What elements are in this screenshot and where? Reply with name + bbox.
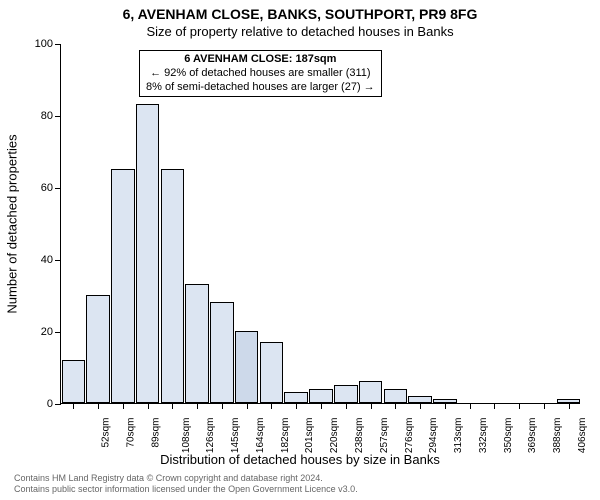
callout-line-smaller: ← 92% of detached houses are smaller (31… [150, 67, 371, 79]
x-tick [123, 403, 124, 409]
y-tick [55, 260, 61, 261]
callout-title: 6 AVENHAM CLOSE: 187sqm [184, 53, 336, 65]
bar [284, 392, 308, 403]
x-tick [148, 403, 149, 409]
x-tick-label: 182sqm [280, 418, 291, 454]
x-tick [172, 403, 173, 409]
bar [62, 360, 86, 403]
x-tick-label: 220sqm [329, 418, 340, 454]
x-tick-label: 108sqm [181, 418, 192, 454]
x-tick [519, 403, 520, 409]
bar [384, 389, 408, 403]
x-tick [271, 403, 272, 409]
y-tick-label: 40 [25, 254, 53, 266]
bar [309, 389, 333, 403]
y-tick-label: 80 [25, 110, 53, 122]
bar [235, 331, 259, 403]
x-tick-label: 369sqm [527, 418, 538, 454]
y-tick-label: 60 [25, 182, 53, 194]
footer-line2: Contains public sector information licen… [14, 484, 358, 494]
y-axis-label: Number of detached properties [5, 134, 20, 313]
x-tick [420, 403, 421, 409]
x-tick [296, 403, 297, 409]
y-tick [55, 332, 61, 333]
bar [210, 302, 234, 403]
x-tick-label: 294sqm [428, 418, 439, 454]
x-tick [544, 403, 545, 409]
y-tick [55, 116, 61, 117]
x-tick-label: 257sqm [379, 418, 390, 454]
bar [260, 342, 284, 403]
x-tick-label: 145sqm [230, 418, 241, 454]
x-tick-label: 276sqm [404, 418, 415, 454]
x-tick [470, 403, 471, 409]
x-tick-label: 52sqm [101, 418, 112, 448]
x-tick-label: 313sqm [453, 418, 464, 454]
chart-plot-area: 6 AVENHAM CLOSE: 187sqm ← 92% of detache… [60, 44, 580, 404]
bar [408, 396, 432, 403]
x-tick-label: 238sqm [354, 418, 365, 454]
bar [86, 295, 110, 403]
x-tick [569, 403, 570, 409]
y-tick-label: 20 [25, 326, 53, 338]
bar [334, 385, 358, 403]
y-tick-label: 100 [25, 38, 53, 50]
x-tick-label: 164sqm [255, 418, 266, 454]
x-tick [73, 403, 74, 409]
x-tick [494, 403, 495, 409]
y-tick [55, 44, 61, 45]
bar [136, 104, 160, 403]
chart-subtitle: Size of property relative to detached ho… [0, 24, 600, 39]
x-tick [445, 403, 446, 409]
x-tick-label: 332sqm [478, 418, 489, 454]
x-tick [247, 403, 248, 409]
bar [161, 169, 185, 403]
y-tick-label: 0 [25, 398, 53, 410]
bar [111, 169, 135, 403]
x-tick-label: 201sqm [305, 418, 316, 454]
x-tick [346, 403, 347, 409]
footer-line1: Contains HM Land Registry data © Crown c… [14, 473, 323, 483]
x-tick-label: 388sqm [552, 418, 563, 454]
callout-line-larger: 8% of semi-detached houses are larger (2… [146, 81, 375, 93]
x-tick [98, 403, 99, 409]
x-tick [222, 403, 223, 409]
x-tick-label: 406sqm [577, 418, 588, 454]
x-tick [395, 403, 396, 409]
x-tick-label: 126sqm [206, 418, 217, 454]
x-tick [371, 403, 372, 409]
x-tick [321, 403, 322, 409]
x-axis-label: Distribution of detached houses by size … [0, 452, 600, 467]
x-tick-label: 350sqm [503, 418, 514, 454]
footer-attribution: Contains HM Land Registry data © Crown c… [14, 473, 358, 495]
y-tick [55, 404, 61, 405]
callout-box: 6 AVENHAM CLOSE: 187sqm ← 92% of detache… [139, 50, 382, 97]
x-tick-label: 89sqm [150, 418, 161, 448]
bar [359, 381, 383, 403]
x-tick-label: 70sqm [126, 418, 137, 448]
x-tick [197, 403, 198, 409]
chart-title: 6, AVENHAM CLOSE, BANKS, SOUTHPORT, PR9 … [0, 6, 600, 22]
bar [185, 284, 209, 403]
y-tick [55, 188, 61, 189]
